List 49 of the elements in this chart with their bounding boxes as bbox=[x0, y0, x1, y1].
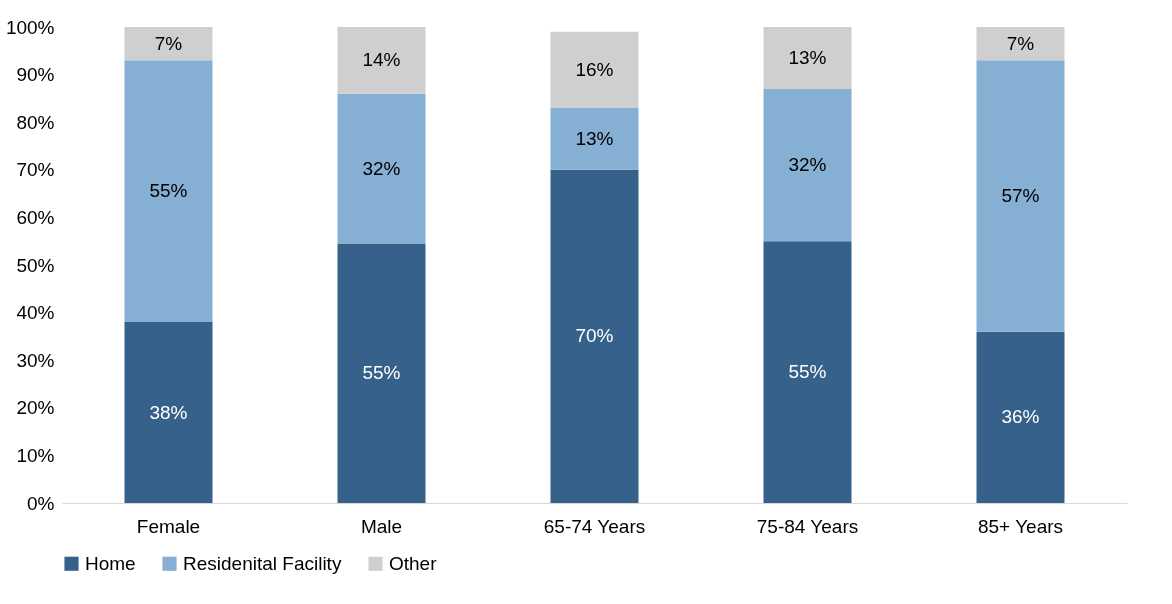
data-label: 36% bbox=[1001, 406, 1040, 428]
bar bbox=[550, 107, 639, 170]
bar bbox=[337, 243, 426, 503]
bar bbox=[337, 27, 426, 94]
bar bbox=[124, 60, 213, 323]
bar bbox=[124, 322, 213, 503]
data-label: 38% bbox=[149, 401, 188, 423]
y-tick-label: 40% bbox=[16, 302, 55, 324]
x-tick-label: 75-84 Years bbox=[756, 515, 859, 537]
data-label: 16% bbox=[575, 58, 614, 80]
legend-label: Residenital Facility bbox=[183, 552, 342, 574]
data-label: 32% bbox=[788, 154, 827, 176]
x-tick-label: Male bbox=[360, 515, 403, 537]
y-tick-label: 100% bbox=[5, 16, 55, 38]
bar bbox=[124, 27, 213, 61]
data-label: 32% bbox=[362, 157, 401, 179]
data-label: 55% bbox=[362, 362, 401, 384]
bar bbox=[976, 60, 1065, 332]
bar bbox=[976, 331, 1065, 503]
y-tick-label: 20% bbox=[16, 397, 55, 419]
y-tick-label: 50% bbox=[16, 254, 55, 276]
data-label: 55% bbox=[149, 180, 188, 202]
y-tick-label: 0% bbox=[27, 492, 55, 514]
x-tick-label: Female bbox=[136, 515, 201, 537]
data-label: 13% bbox=[575, 127, 614, 149]
data-label: 70% bbox=[575, 325, 614, 347]
legend-label: Other bbox=[389, 552, 438, 574]
bar bbox=[763, 88, 852, 242]
y-tick-label: 70% bbox=[16, 159, 55, 181]
data-label: 55% bbox=[788, 361, 827, 383]
y-tick-label: 10% bbox=[16, 444, 55, 466]
data-label: 57% bbox=[1001, 184, 1040, 206]
bar bbox=[763, 241, 852, 503]
legend-label: Home bbox=[85, 552, 136, 574]
x-tick-label: 65-74 Years bbox=[543, 515, 646, 537]
data-label: 14% bbox=[362, 49, 401, 71]
y-tick-label: 30% bbox=[16, 349, 55, 371]
data-label: 7% bbox=[154, 32, 183, 54]
data-label: 13% bbox=[788, 46, 827, 68]
bar bbox=[550, 31, 639, 108]
bar bbox=[550, 169, 639, 503]
bar bbox=[337, 93, 426, 244]
x-tick-label: 85+ Years bbox=[977, 515, 1064, 537]
bar bbox=[763, 27, 852, 89]
data-label: 7% bbox=[1006, 32, 1035, 54]
y-tick-label: 60% bbox=[16, 206, 55, 228]
y-tick-label: 90% bbox=[16, 64, 55, 86]
y-tick-label: 80% bbox=[16, 111, 55, 133]
bar bbox=[976, 27, 1065, 61]
